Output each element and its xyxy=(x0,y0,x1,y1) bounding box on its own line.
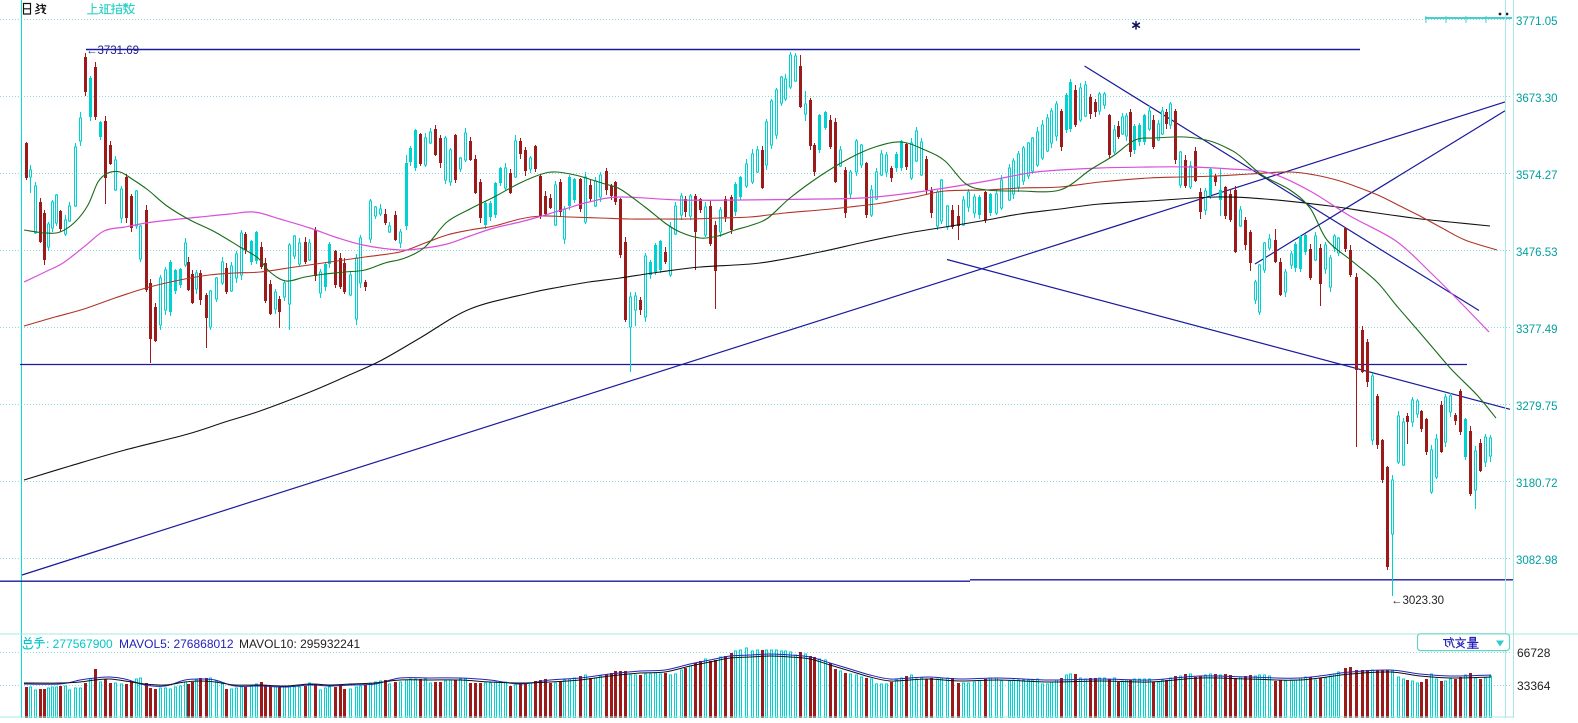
svg-text:3771.05: 3771.05 xyxy=(1516,16,1558,28)
svg-text:MAVOL10: 295932241: MAVOL10: 295932241 xyxy=(239,637,361,651)
svg-text:3673.30: 3673.30 xyxy=(1516,93,1558,105)
svg-text:3180.72: 3180.72 xyxy=(1516,478,1558,490)
svg-text:←3731.69: ←3731.69 xyxy=(86,45,139,57)
svg-text:3279.75: 3279.75 xyxy=(1516,401,1558,413)
svg-text:33364: 33364 xyxy=(1517,679,1551,693)
svg-text:: 277567900: : 277567900 xyxy=(46,637,113,651)
svg-text:66728: 66728 xyxy=(1517,646,1551,660)
svg-text:3082.98: 3082.98 xyxy=(1516,555,1558,567)
svg-text:3476.53: 3476.53 xyxy=(1516,247,1558,259)
svg-text:MAVOL5: 276868012: MAVOL5: 276868012 xyxy=(119,637,234,651)
svg-text:3377.49: 3377.49 xyxy=(1516,324,1558,336)
svg-text:←3023.30: ←3023.30 xyxy=(1391,595,1444,607)
svg-text:3574.27: 3574.27 xyxy=(1516,170,1558,182)
